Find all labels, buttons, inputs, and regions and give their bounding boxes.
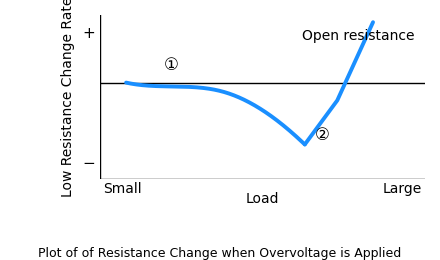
Text: Plot of of Resistance Change when Overvoltage is Applied: Plot of of Resistance Change when Overvo…: [38, 247, 402, 260]
Text: Large: Large: [382, 182, 422, 196]
Text: Low Resistance Change Rate: Low Resistance Change Rate: [61, 0, 75, 197]
Text: ①: ①: [164, 56, 179, 74]
Text: Open resistance: Open resistance: [301, 29, 414, 43]
Text: Small: Small: [103, 182, 142, 196]
Text: +: +: [82, 26, 95, 41]
Text: Load: Load: [246, 192, 279, 206]
Text: ②: ②: [315, 126, 330, 144]
Text: −: −: [82, 157, 95, 172]
